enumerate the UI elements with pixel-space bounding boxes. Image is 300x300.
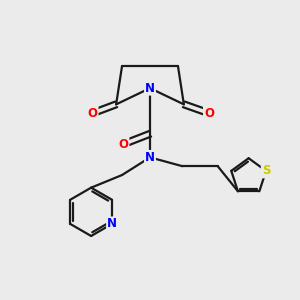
- Text: O: O: [88, 107, 98, 120]
- Text: N: N: [145, 82, 155, 95]
- Text: O: O: [204, 107, 214, 120]
- Text: O: O: [118, 138, 128, 151]
- Text: S: S: [262, 164, 270, 177]
- Text: N: N: [107, 218, 117, 230]
- Text: N: N: [145, 151, 155, 164]
